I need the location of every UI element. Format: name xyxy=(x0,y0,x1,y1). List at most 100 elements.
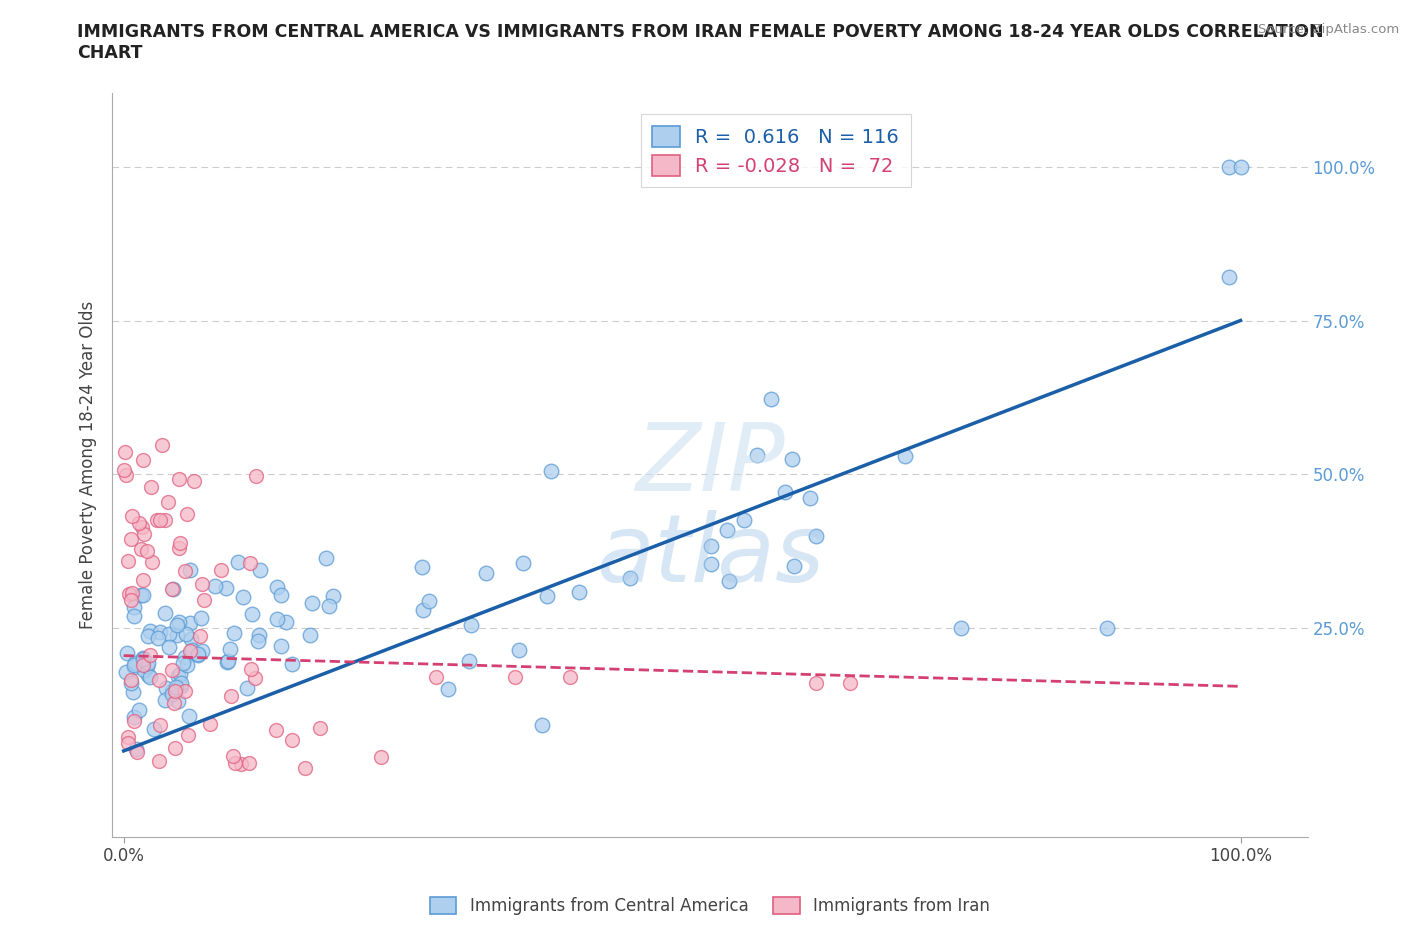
Point xyxy=(162,662,184,677)
Point xyxy=(155,681,177,696)
Point xyxy=(122,710,145,724)
Point xyxy=(172,656,194,671)
Point xyxy=(166,628,188,643)
Point xyxy=(157,627,180,642)
Point xyxy=(124,660,146,675)
Point xyxy=(167,669,190,684)
Point xyxy=(745,447,768,462)
Point xyxy=(121,585,143,600)
Point xyxy=(141,555,163,570)
Point xyxy=(153,606,176,621)
Point xyxy=(117,729,139,744)
Point xyxy=(157,495,180,510)
Point xyxy=(125,742,148,757)
Point xyxy=(166,694,188,709)
Point xyxy=(122,600,145,615)
Point xyxy=(112,462,135,477)
Point xyxy=(804,528,827,543)
Point xyxy=(187,647,209,662)
Point xyxy=(281,657,304,671)
Point xyxy=(115,645,138,660)
Point xyxy=(247,627,270,642)
Point xyxy=(174,564,197,578)
Point xyxy=(120,592,142,607)
Point xyxy=(169,667,191,682)
Point xyxy=(148,753,170,768)
Point xyxy=(150,438,173,453)
Point xyxy=(191,644,214,658)
Point xyxy=(125,745,148,760)
Point xyxy=(177,727,200,742)
Point xyxy=(699,538,721,553)
Point xyxy=(157,640,180,655)
Point xyxy=(190,610,212,625)
Point xyxy=(149,513,172,528)
Point xyxy=(114,468,136,483)
Point xyxy=(162,581,184,596)
Point xyxy=(169,679,191,694)
Point xyxy=(270,588,292,603)
Point xyxy=(169,535,191,550)
Point xyxy=(231,757,253,772)
Point xyxy=(179,616,201,631)
Point xyxy=(266,611,288,626)
Point xyxy=(193,592,215,607)
Point xyxy=(146,631,169,645)
Point xyxy=(143,722,166,737)
Point xyxy=(301,596,323,611)
Point xyxy=(536,589,558,604)
Point xyxy=(508,643,530,658)
Point xyxy=(217,654,239,669)
Point xyxy=(204,579,226,594)
Point xyxy=(138,668,160,683)
Point xyxy=(799,491,821,506)
Point xyxy=(160,684,183,698)
Point xyxy=(308,721,330,736)
Point xyxy=(236,681,259,696)
Y-axis label: Female Poverty Among 18-24 Year Olds: Female Poverty Among 18-24 Year Olds xyxy=(79,301,97,629)
Point xyxy=(232,590,254,604)
Point xyxy=(1095,620,1118,635)
Point xyxy=(176,507,198,522)
Point xyxy=(503,670,526,684)
Point xyxy=(266,579,288,594)
Point xyxy=(174,627,197,642)
Point xyxy=(132,651,155,666)
Point xyxy=(160,686,183,701)
Point xyxy=(838,676,860,691)
Point xyxy=(120,676,142,691)
Point xyxy=(322,589,344,604)
Point xyxy=(412,603,434,618)
Point xyxy=(298,627,321,642)
Point xyxy=(457,653,479,668)
Point xyxy=(153,513,176,528)
Point xyxy=(122,609,145,624)
Point xyxy=(131,587,153,602)
Point xyxy=(540,463,562,478)
Point xyxy=(139,480,162,495)
Point xyxy=(512,556,534,571)
Point xyxy=(209,563,232,578)
Point xyxy=(475,565,498,580)
Point xyxy=(240,606,263,621)
Point xyxy=(129,541,152,556)
Point xyxy=(167,540,190,555)
Point xyxy=(238,756,260,771)
Point xyxy=(274,614,297,629)
Point xyxy=(270,639,292,654)
Legend: Immigrants from Central America, Immigrants from Iran: Immigrants from Central America, Immigra… xyxy=(423,890,997,922)
Point xyxy=(132,573,155,588)
Point xyxy=(136,629,159,644)
Point xyxy=(759,392,782,406)
Point xyxy=(460,618,482,632)
Point xyxy=(139,670,162,684)
Point xyxy=(160,581,183,596)
Point xyxy=(120,532,142,547)
Point xyxy=(780,452,803,467)
Point xyxy=(115,665,138,680)
Point xyxy=(136,658,159,673)
Point xyxy=(128,515,150,530)
Point xyxy=(180,631,202,646)
Point xyxy=(122,684,145,699)
Point xyxy=(121,509,143,524)
